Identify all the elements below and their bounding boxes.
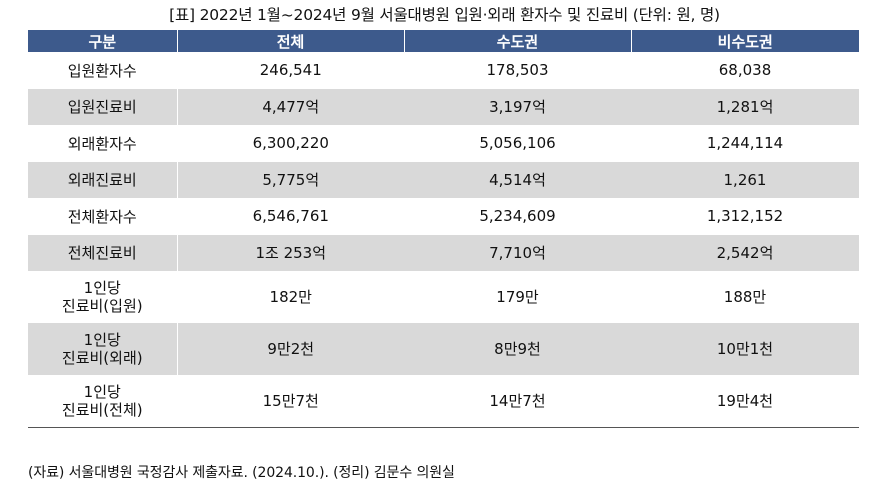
cell-capital: 4,514억 <box>404 161 631 198</box>
cell-capital: 7,710억 <box>404 234 631 271</box>
cell-capital: 8만9천 <box>404 323 631 375</box>
table-row: 입원환자수 246,541 178,503 68,038 <box>28 52 859 89</box>
cell-noncapital: 1,244,114 <box>706 134 784 153</box>
cell-total: 1조 253억 <box>177 234 404 271</box>
table-row: 외래진료비 5,775억 4,514억 1,261 <box>28 161 859 198</box>
row-label: 전체진료비 <box>28 234 178 271</box>
cell-total: 4,477억 <box>177 88 404 125</box>
cell-total: 246,541 <box>259 61 322 80</box>
table-row: 1인당 진료비(전체) 15만7천 14만7천 19만4천 <box>28 375 859 428</box>
cell-noncapital: 10만1천 <box>631 323 859 375</box>
cell-capital: 179만 <box>496 288 539 306</box>
row-label: 입원진료비 <box>28 88 178 125</box>
cell-noncapital: 1,312,152 <box>706 207 784 226</box>
cell-noncapital: 1,281억 <box>631 88 859 125</box>
cell-capital: 14만7천 <box>404 375 631 428</box>
table-header-row: 구분 전체 수도권 비수도권 <box>28 30 859 52</box>
row-label: 외래진료비 <box>28 161 178 198</box>
row-label-line1: 1인당 <box>83 383 121 401</box>
cell-noncapital: 188만 <box>723 288 767 306</box>
header-non-capital-area: 비수도권 <box>630 30 859 52</box>
table-row: 입원진료비 4,477억 3,197억 1,281억 <box>28 88 859 125</box>
cell-noncapital: 68,038 <box>718 61 772 80</box>
patient-cost-table: 구분 전체 수도권 비수도권 입원환자수 246,541 178,503 68,… <box>28 30 859 428</box>
row-label-line1: 1인당 <box>83 279 121 297</box>
row-label-line1: 1인당 <box>83 331 121 349</box>
row-label: 입원환자수 <box>28 52 178 89</box>
row-label: 1인당 진료비(전체) <box>28 375 178 428</box>
cell-total: 182만 <box>269 288 312 306</box>
row-label: 전체환자수 <box>28 198 178 235</box>
cell-total: 15만7천 <box>177 375 404 428</box>
header-category: 구분 <box>28 30 177 52</box>
cell-capital: 5,056,106 <box>479 134 556 153</box>
table-caption: [표] 2022년 1월~2024년 9월 서울대병원 입원·외래 환자수 및 … <box>169 6 720 24</box>
cell-total: 6,546,761 <box>252 207 329 226</box>
row-label-line2: 진료비(입원) <box>61 297 143 315</box>
row-label: 외래환자수 <box>28 125 178 162</box>
header-total: 전체 <box>176 30 404 52</box>
cell-noncapital: 1,261 <box>631 161 859 198</box>
table-row: 전체진료비 1조 253억 7,710억 2,542억 <box>28 234 859 271</box>
table-row: 외래환자수 6,300,220 5,056,106 1,244,114 <box>28 125 859 162</box>
row-label: 1인당 진료비(외래) <box>28 323 178 375</box>
row-label-line2: 진료비(전체) <box>61 401 143 419</box>
cell-noncapital: 19만4천 <box>631 375 859 428</box>
cell-noncapital: 2,542억 <box>631 234 859 271</box>
cell-capital: 178,503 <box>486 61 549 80</box>
source-note: (자료) 서울대병원 국정감사 제출자료. (2024.10.). (정리) 김… <box>28 465 455 481</box>
cell-total: 6,300,220 <box>252 134 329 153</box>
row-label-line2: 진료비(외래) <box>61 349 143 367</box>
row-label: 1인당 진료비(입원) <box>28 271 178 323</box>
header-capital-area: 수도권 <box>403 30 631 52</box>
table-row: 1인당 진료비(외래) 9만2천 8만9천 10만1천 <box>28 323 859 375</box>
table-row: 전체환자수 6,546,761 5,234,609 1,312,152 <box>28 198 859 235</box>
cell-total: 9만2천 <box>177 323 404 375</box>
cell-capital: 5,234,609 <box>479 207 556 226</box>
cell-total: 5,775억 <box>177 161 404 198</box>
cell-capital: 3,197억 <box>404 88 631 125</box>
table-row: 1인당 진료비(입원) 182만 179만 188만 <box>28 271 859 323</box>
